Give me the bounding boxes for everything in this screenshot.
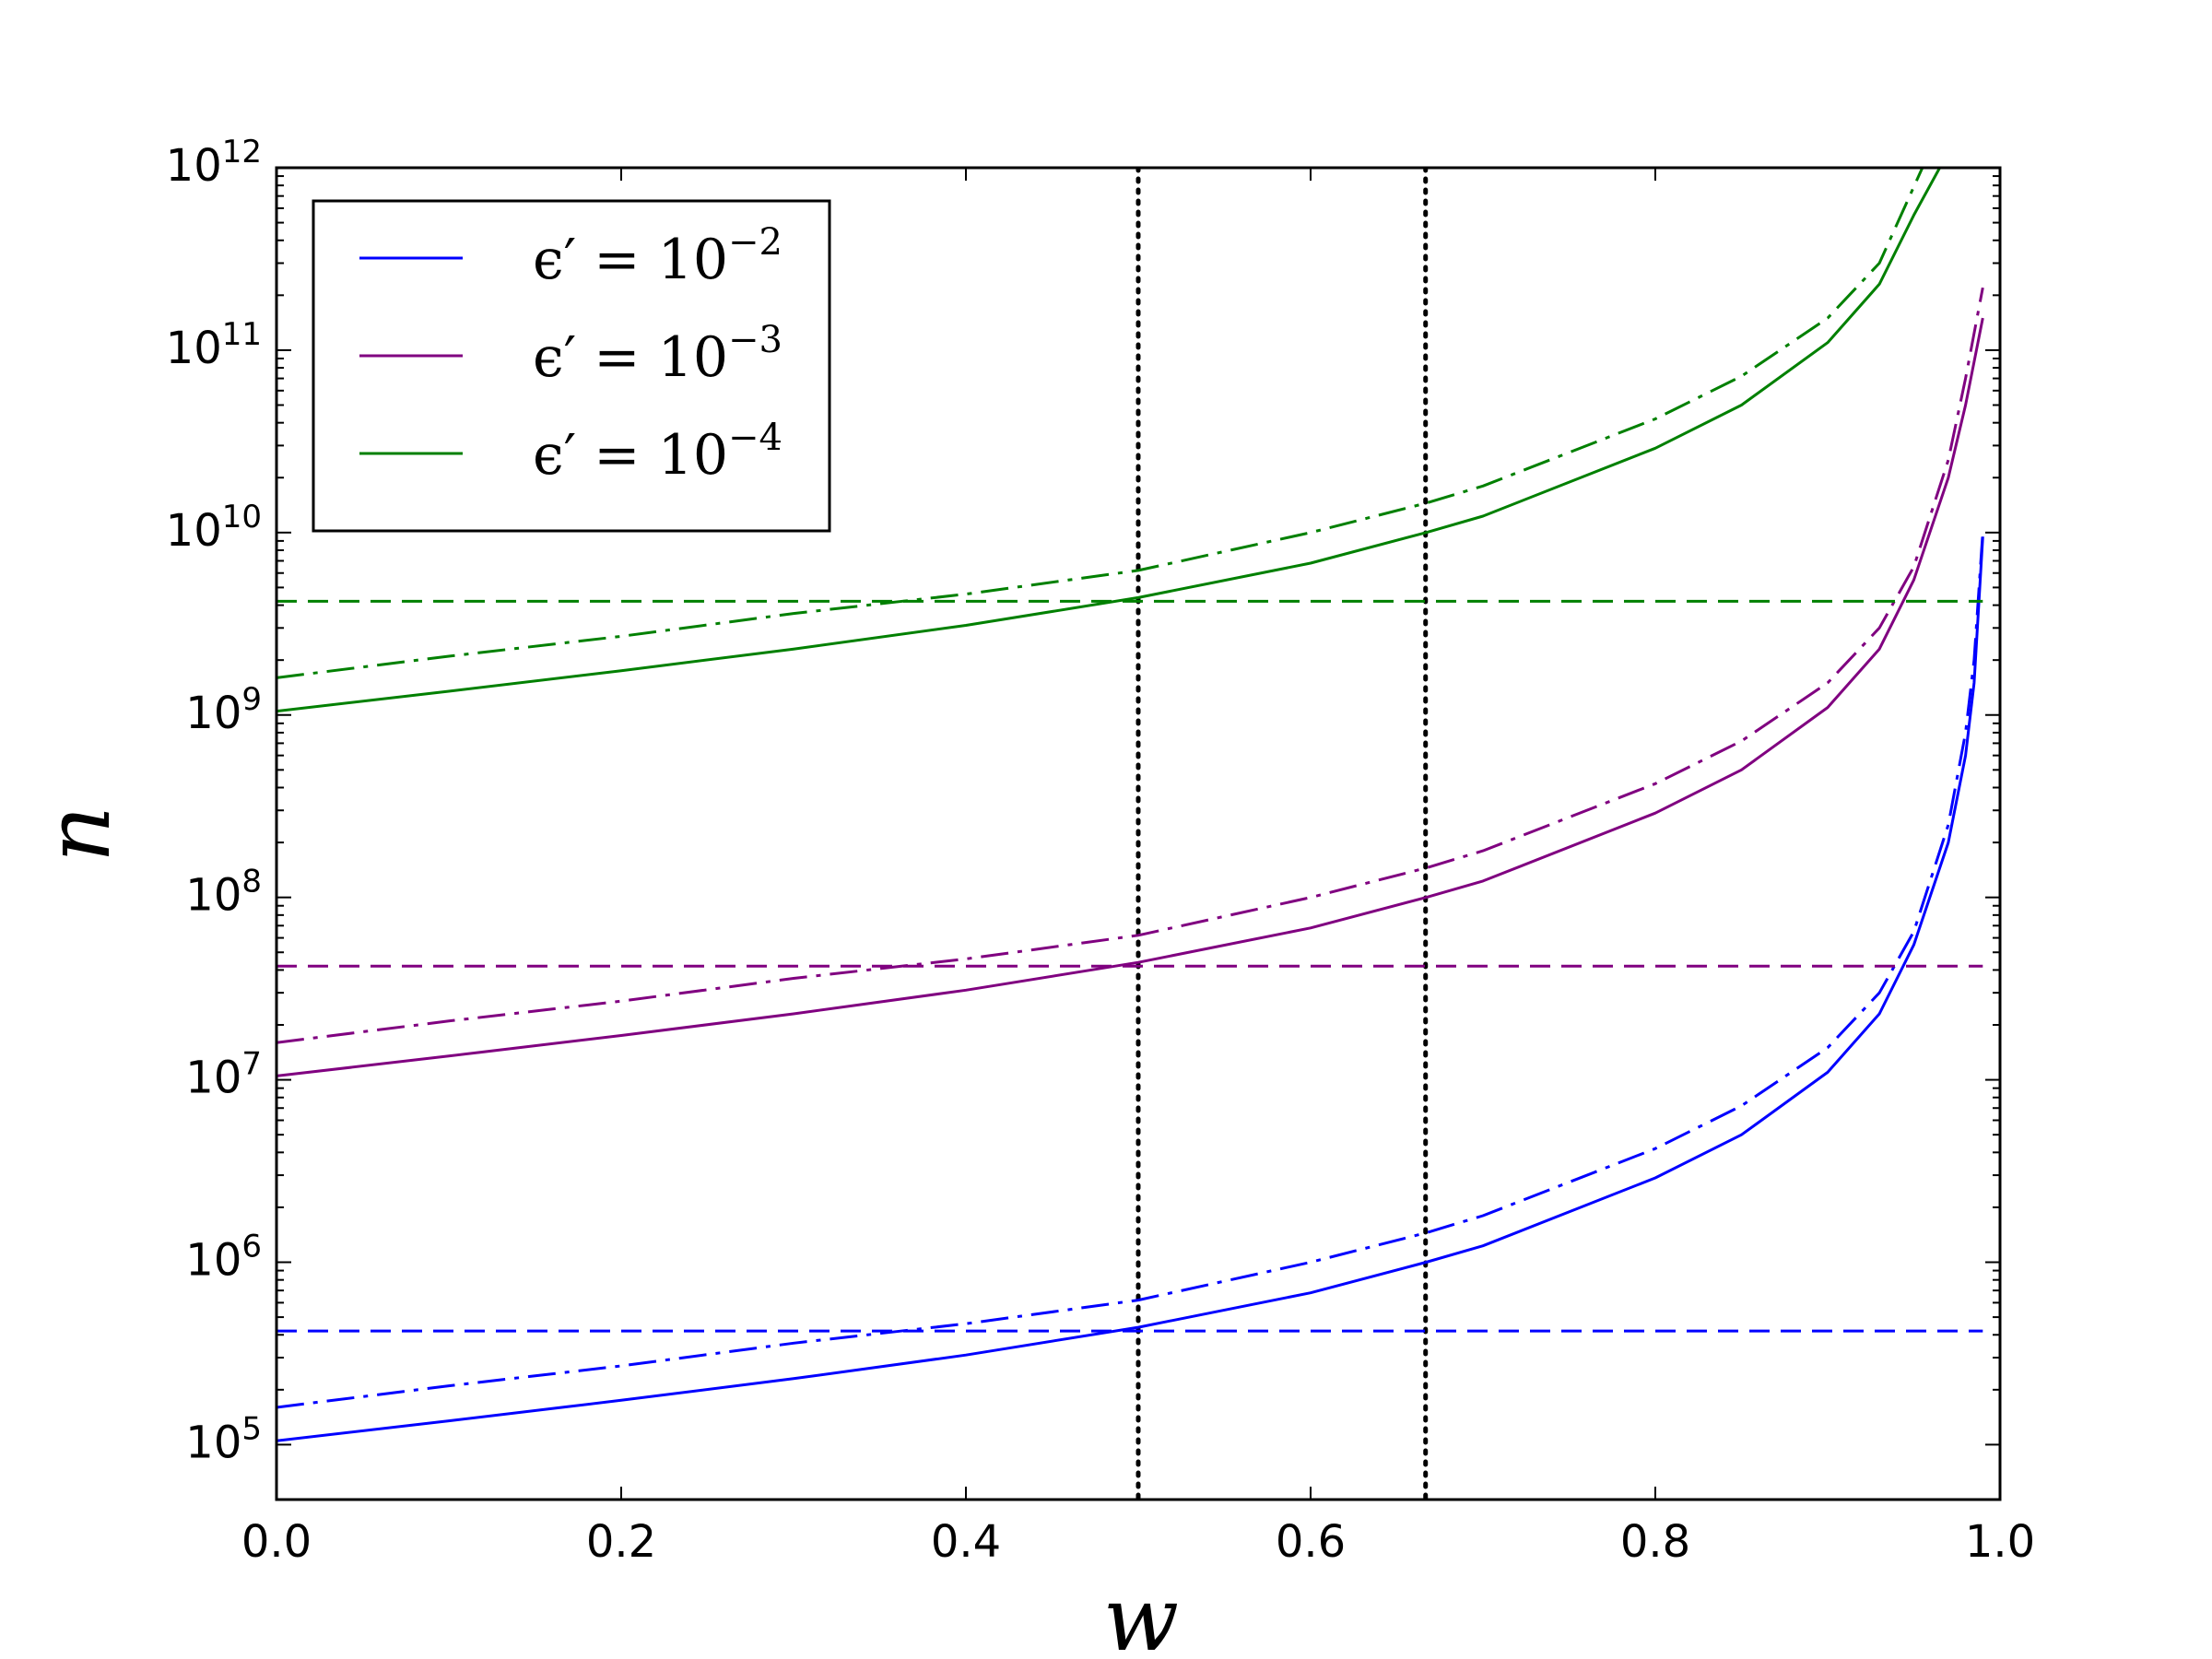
data-layer — [276, 168, 1984, 1500]
solid-series-line — [276, 168, 1941, 713]
solid-series-line — [276, 536, 1984, 1442]
tick-layer: 0.0 0.2 0.4 0.6 0.8 1.0 105 106 107 108 109 1010 101… — [166, 134, 2036, 1568]
legend-label: ϵ′ = 10−2 — [533, 221, 782, 292]
x-tick-label: 0.8 — [1620, 1516, 1690, 1568]
y-tick-label: 109 — [185, 681, 262, 739]
dashdot-series-line — [276, 168, 1924, 679]
x-tick-label: 0.2 — [586, 1516, 656, 1568]
legend-label: ϵ′ = 10−4 — [533, 417, 782, 488]
x-tick-label: 1.0 — [1965, 1516, 2035, 1568]
x-tick-label: 0.0 — [241, 1516, 312, 1568]
y-tick-label: 105 — [185, 1410, 262, 1468]
y-tick-label: 107 — [185, 1046, 262, 1104]
y-tick-label: 1011 — [166, 316, 262, 374]
y-tick-label: 106 — [185, 1229, 262, 1287]
legend-box — [312, 199, 831, 533]
y-tick-label: 108 — [185, 864, 262, 922]
y-axis-label: n — [27, 806, 130, 863]
x-axis-label: w — [1103, 1568, 1179, 1659]
plot-frame — [275, 166, 2002, 1501]
y-tick-label: 1012 — [166, 134, 262, 192]
x-tick-label: 0.6 — [1276, 1516, 1346, 1568]
x-tick-label: 0.4 — [931, 1516, 1001, 1568]
legend: ϵ′ = 10−2 ϵ′ = 10−3 ϵ′ = 10−4 — [312, 199, 831, 533]
y-tick-label: 1010 — [166, 499, 262, 557]
dashdot-series-line — [276, 532, 1984, 1409]
dashdot-series-line — [276, 287, 1984, 1044]
solid-series-line — [276, 317, 1984, 1077]
legend-label: ϵ′ = 10−3 — [533, 319, 782, 390]
